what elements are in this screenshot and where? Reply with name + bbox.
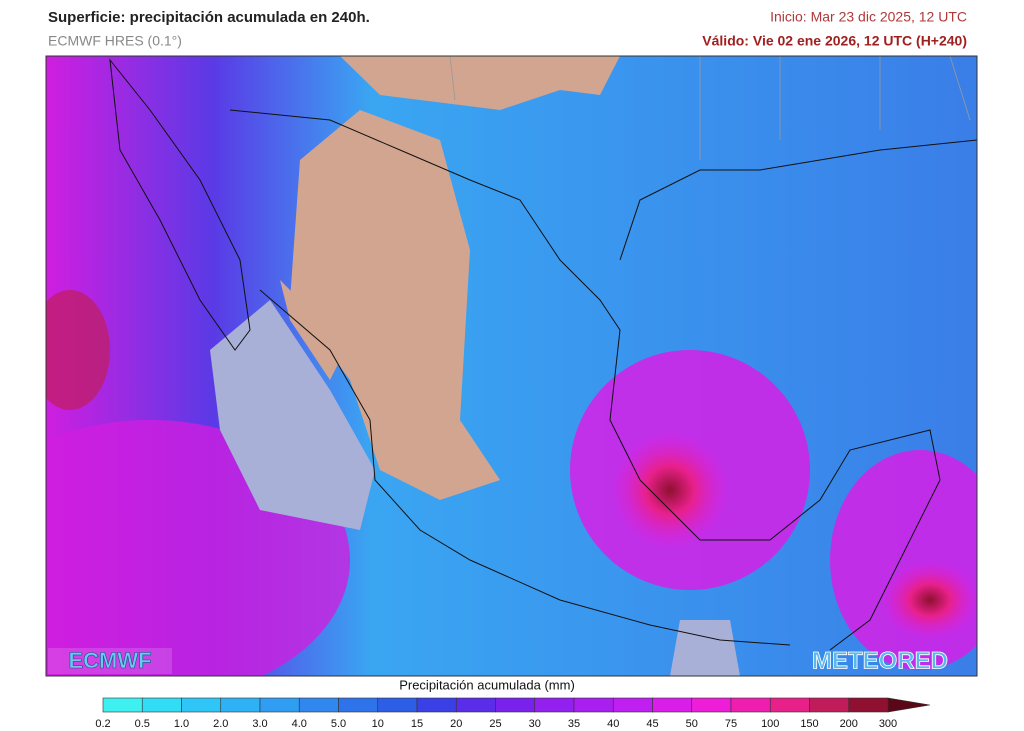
colorbar-tick-label: 300: [879, 718, 897, 730]
colorbar-tick-label: 2.0: [213, 718, 228, 730]
map: ECMWF METEORED: [46, 56, 977, 676]
colorbar-tick-label: 5.0: [331, 718, 346, 730]
colorbar-tick-label: 40: [607, 718, 619, 730]
colorbar-extension: [887, 697, 931, 713]
colorbar-segment: [652, 697, 693, 713]
colorbar-segment: [181, 697, 222, 713]
colorbar-segment: [612, 697, 653, 713]
colorbar-tick-label: 100: [761, 718, 779, 730]
model: ECMWF HRES (0.1°): [48, 33, 182, 49]
init-time: Inicio: Mar 23 dic 2025, 12 UTC: [770, 9, 967, 25]
title: Superficie: precipitación acumulada en 2…: [48, 9, 370, 26]
colorbar-tick-label: 20: [450, 718, 462, 730]
baja-california: [109, 58, 251, 351]
dry-land: [290, 110, 500, 500]
colorbar-segment: [141, 697, 182, 713]
colorbar-segment: [338, 697, 379, 713]
no-precip-sea: [670, 620, 740, 676]
gulf-coast: [619, 139, 977, 261]
colorbar-tick-label: 35: [568, 718, 580, 730]
colorbar-tick-label: 150: [800, 718, 818, 730]
colorbar-tick-label: 200: [840, 718, 858, 730]
logo-ecmwf: ECMWF: [68, 648, 151, 673]
colorbar-segment: [455, 697, 496, 713]
colorbar-segment: [495, 697, 536, 713]
colorbar-tick-label: 10: [372, 718, 384, 730]
colorbar-segment: [691, 697, 732, 713]
colorbar-segment: [730, 697, 771, 713]
colorbar-segment: [220, 697, 261, 713]
coast-east: [229, 109, 941, 651]
colorbar-segment: [809, 697, 850, 713]
dry-land: [340, 56, 620, 110]
map-frame: [45, 55, 978, 677]
logo-meteored: METEORED: [812, 647, 948, 674]
colorbar-segment: [298, 697, 339, 713]
colorbar-tick-label: 4.0: [292, 718, 307, 730]
colorbar-tick-label: 25: [489, 718, 501, 730]
precip-area: [880, 560, 977, 640]
colorbar-segment: [416, 697, 457, 713]
borders: [449, 56, 971, 160]
colorbar-segment: [102, 697, 143, 713]
colorbar-tick-label: 75: [725, 718, 737, 730]
precip-area: [46, 290, 110, 410]
colorbar-segment: [769, 697, 810, 713]
coast-west: [259, 289, 791, 646]
colorbar-tick-label: 45: [646, 718, 658, 730]
colorbar-tick-label: 15: [411, 718, 423, 730]
colorbar-segment: [573, 697, 614, 713]
colorbar-tick-label: 1.0: [174, 718, 189, 730]
colorbar-segment: [534, 697, 575, 713]
colorbar-segment: [259, 697, 300, 713]
colorbar-label: Precipitación acumulada (mm): [399, 677, 575, 692]
colorbar: 0.2 0.5 1.0 2.0 3.0 4.0 5.0 10 15 20 25 30 35 40 45 50 7…: [95, 697, 931, 730]
colorbar-tick-label: 30: [529, 718, 541, 730]
coastlines: [109, 58, 977, 651]
colorbar-tick-label: 0.5: [135, 718, 150, 730]
dry-land: [280, 280, 340, 380]
us-states: [449, 56, 971, 160]
logo-bg: [48, 648, 172, 674]
colorbar-segment: [377, 697, 418, 713]
colorbar-tick-label: 50: [686, 718, 698, 730]
colorbar-segment: [848, 697, 889, 713]
valid-time: Válido: Vie 02 ene 2026, 12 UTC (H+240): [702, 33, 967, 49]
colorbar-tick-label: 0.2: [95, 718, 110, 730]
colorbar-tick-label: 3.0: [252, 718, 267, 730]
no-precip-sea: [210, 300, 375, 530]
precip-area: [610, 430, 730, 550]
